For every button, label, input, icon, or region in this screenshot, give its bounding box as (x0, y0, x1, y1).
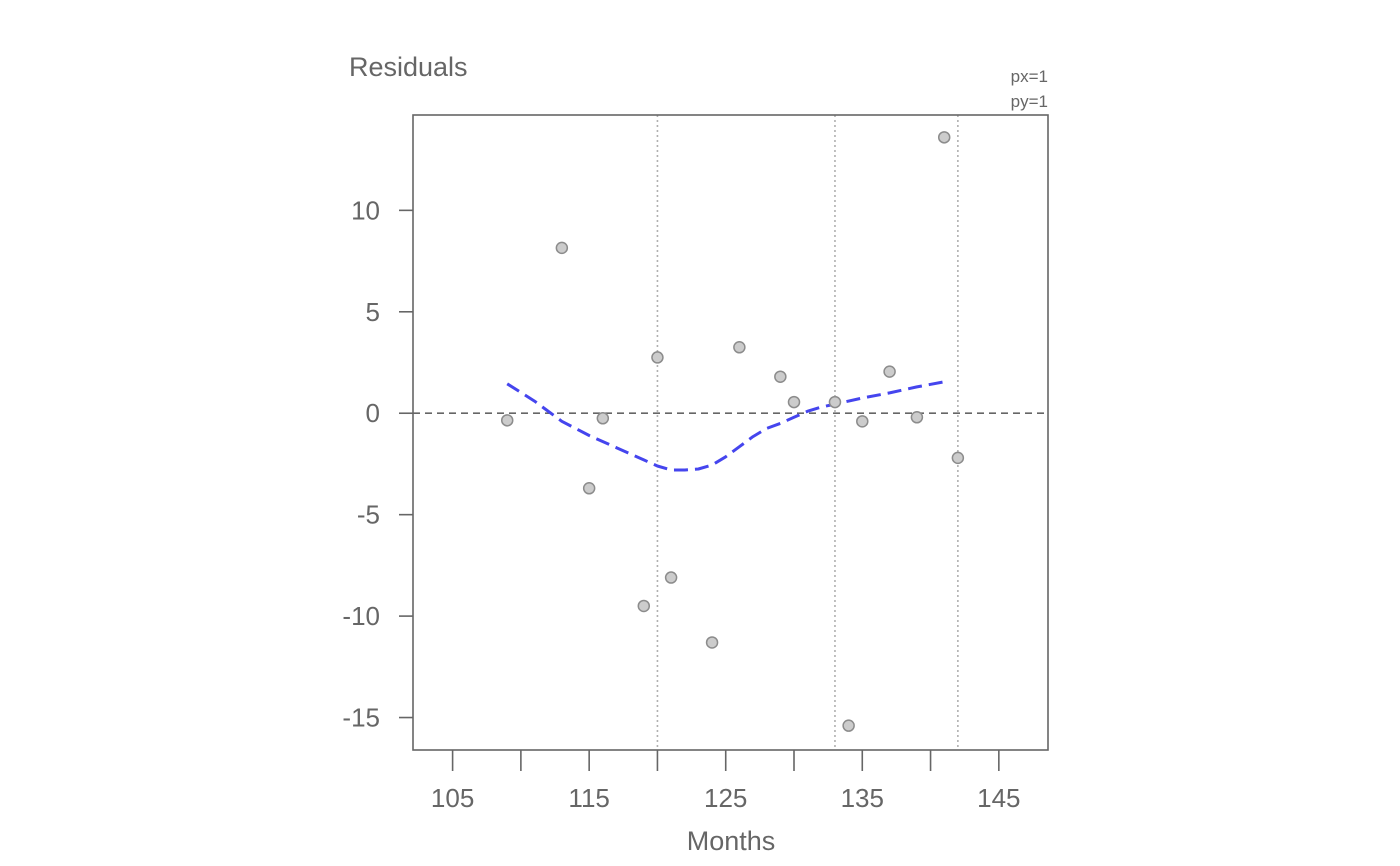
x-tick-label: 115 (568, 783, 609, 813)
y-axis: 10 5 0 -5 -10 -15 (342, 195, 413, 733)
residual-point (664, 571, 678, 584)
residual-point (910, 411, 924, 424)
y-tick-label: -5 (357, 500, 380, 530)
residual-point (705, 636, 719, 649)
y-tick-label: 10 (351, 195, 380, 225)
vertical-reference-lines (656, 115, 959, 750)
residual-point (951, 451, 965, 465)
residual-point (828, 395, 842, 409)
y-tick-label: -15 (342, 703, 380, 733)
residual-point (733, 341, 746, 354)
smooth-line-group (506, 380, 945, 472)
x-tick-label: 125 (704, 783, 747, 813)
x-tick-label: 105 (431, 783, 474, 813)
residual-point (555, 241, 569, 255)
x-axis: 105 115 125 135 145 (431, 750, 1021, 813)
smooth-line (506, 380, 945, 472)
residual-point (856, 415, 869, 428)
residual-point (651, 351, 664, 364)
residual-points (500, 131, 965, 732)
x-tick-label: 135 (841, 783, 884, 813)
residual-point (500, 414, 514, 427)
residual-point (937, 131, 951, 144)
residual-point (596, 412, 610, 425)
y-tick-label: 0 (366, 398, 380, 428)
residual-point (842, 719, 855, 732)
y-axis-title: Residuals (349, 52, 468, 82)
plot-frame (412, 114, 1049, 751)
y-tick-label: -10 (342, 601, 380, 631)
residual-point (787, 395, 801, 409)
corner-label-px: px=1 (1011, 67, 1048, 86)
x-tick-label: 145 (977, 783, 1020, 813)
y-tick-label: 5 (366, 297, 380, 327)
residual-point (637, 599, 651, 613)
residual-point (582, 482, 596, 495)
x-axis-title: Months (687, 826, 776, 856)
corner-label-py: py=1 (1011, 92, 1048, 111)
plot-frame-group (412, 114, 1049, 751)
residual-point (774, 370, 787, 383)
residual-point (883, 365, 896, 378)
